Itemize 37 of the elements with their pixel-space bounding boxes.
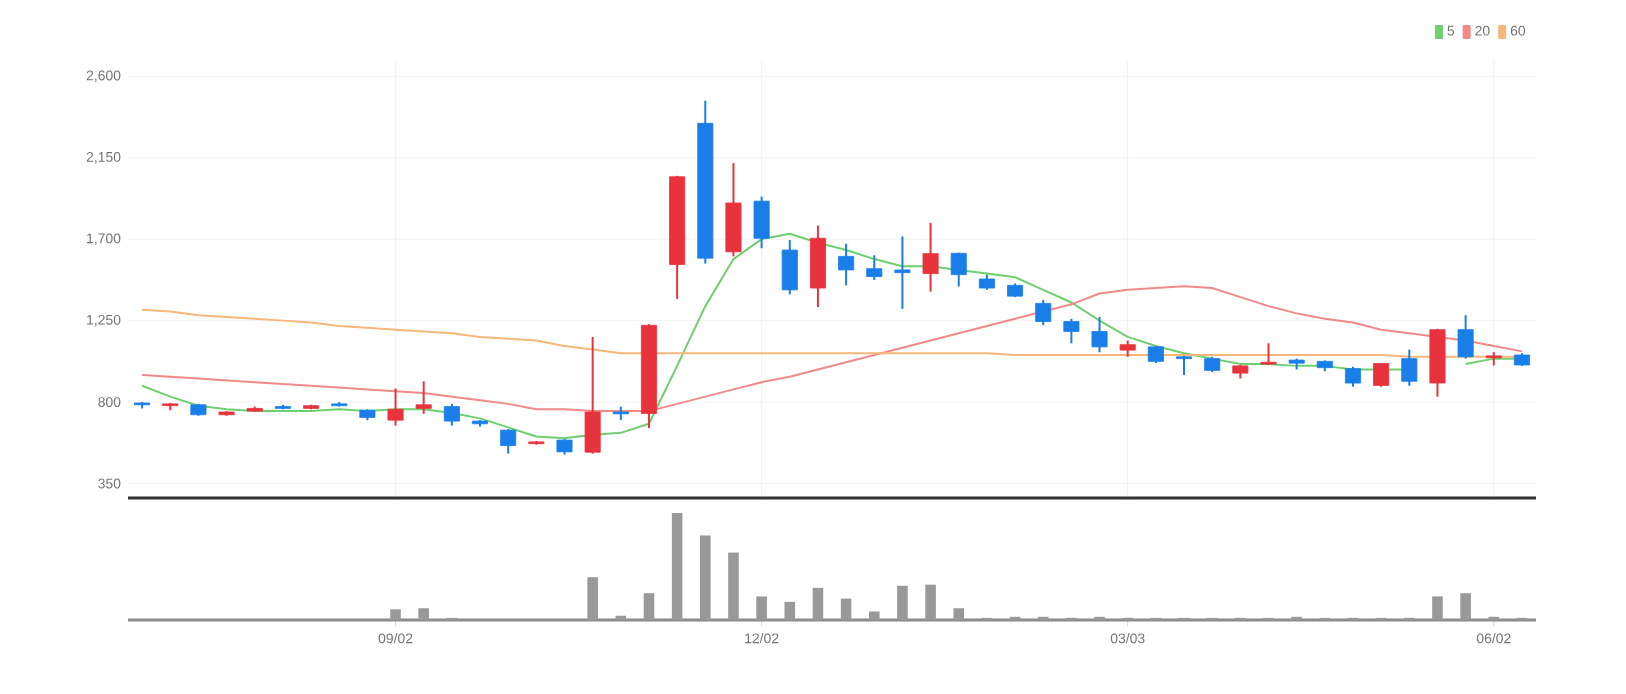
candlestick	[500, 428, 517, 455]
candlestick	[1260, 342, 1277, 366]
bar	[868, 611, 880, 620]
bar	[840, 598, 852, 620]
bar	[587, 577, 598, 620]
bar	[953, 608, 965, 620]
candlestick	[866, 254, 883, 281]
bar	[1460, 593, 1471, 620]
candlestick	[443, 402, 460, 427]
candlestick	[415, 380, 432, 415]
bar	[390, 609, 401, 620]
bar	[784, 601, 796, 620]
candlestick	[950, 251, 967, 288]
candlestick	[387, 387, 404, 427]
candlestick	[753, 195, 770, 250]
candlestick	[1373, 362, 1390, 388]
candlestick	[1063, 317, 1080, 345]
candlestick	[584, 335, 601, 455]
bar	[925, 584, 936, 620]
bar	[699, 535, 711, 620]
candlestick	[922, 221, 939, 293]
bar	[671, 512, 683, 620]
bar	[643, 593, 655, 620]
bar	[1432, 596, 1443, 620]
bar	[728, 552, 739, 620]
candlestick	[1035, 298, 1052, 327]
candlestick	[1401, 348, 1418, 387]
bar	[812, 587, 824, 620]
candlestick	[894, 235, 911, 310]
candlestick	[838, 242, 855, 287]
bar	[756, 596, 767, 620]
bar	[897, 585, 908, 620]
bar	[418, 608, 429, 620]
candlestick	[1344, 365, 1361, 388]
candlestick	[781, 239, 798, 296]
candlestick	[1091, 316, 1108, 354]
candlestick	[1457, 314, 1474, 360]
